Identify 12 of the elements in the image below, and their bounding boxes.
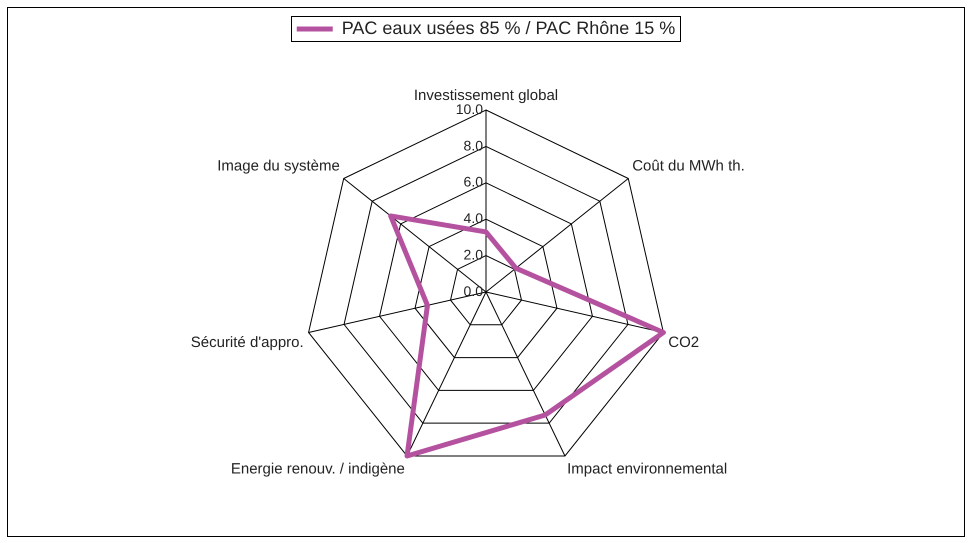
spoke-label: Energie renouv. / indigène	[230, 460, 405, 478]
y-tick-label: 4.0	[464, 210, 484, 226]
y-tick-label: 8.0	[464, 137, 484, 154]
spoke-label: Coût du MWh th.	[632, 158, 745, 175]
spoke-label: Image du système	[217, 158, 340, 175]
y-tick-label: 2.0	[464, 246, 484, 262]
legend-label: PAC eaux usées 85 % / PAC Rhône 15 %	[342, 18, 676, 38]
spoke-label: CO2	[668, 334, 700, 351]
spoke-label: Sécurité d'appro.	[190, 334, 304, 351]
y-tick-label: 0.0	[464, 282, 484, 299]
spoke-label: Impact environnemental	[567, 460, 728, 478]
y-tick-label: 6.0	[464, 174, 484, 190]
